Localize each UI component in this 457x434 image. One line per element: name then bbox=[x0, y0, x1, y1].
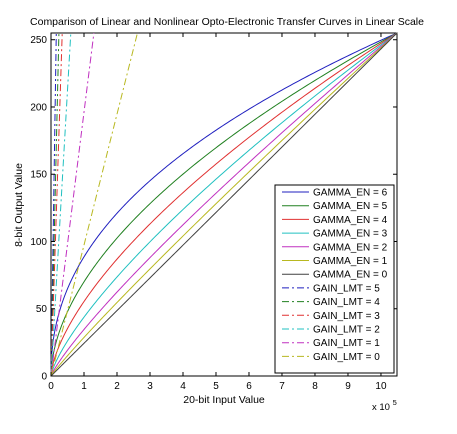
x-tick-label: 4 bbox=[180, 381, 186, 392]
x-tick-label: 0 bbox=[48, 381, 54, 392]
y-axis-label: 8-bit Output Value bbox=[13, 163, 25, 247]
legend-label: GAMMA_EN = 2 bbox=[313, 242, 388, 253]
x-tick-label: 8 bbox=[312, 381, 318, 392]
series-line-3 bbox=[50, 32, 398, 376]
legend-label: GAIN_LMT = 3 bbox=[313, 311, 380, 322]
y-tick-label: 100 bbox=[30, 237, 47, 248]
series-line-1 bbox=[50, 32, 398, 376]
legend-label: GAMMA_EN = 0 bbox=[313, 270, 388, 281]
y-tick-label: 150 bbox=[30, 170, 47, 181]
x-multiplier-base: x 10 bbox=[372, 402, 390, 413]
legend-label: GAMMA_EN = 3 bbox=[313, 229, 388, 240]
legend-label: GAMMA_EN = 5 bbox=[313, 201, 388, 212]
x-multiplier: x 10 5 bbox=[372, 398, 397, 413]
series-line-11 bbox=[50, 32, 95, 377]
x-multiplier-exponent: 5 bbox=[393, 398, 397, 407]
x-tick-label: 5 bbox=[213, 381, 219, 392]
series-line-9 bbox=[50, 32, 63, 377]
series-line-0 bbox=[50, 32, 398, 376]
y-tick-label: 0 bbox=[41, 372, 47, 383]
series-line-4 bbox=[50, 32, 398, 377]
series-layer bbox=[50, 32, 398, 377]
series-line-5 bbox=[50, 32, 398, 377]
legend-label: GAIN_LMT = 1 bbox=[313, 338, 380, 349]
series-line-7 bbox=[50, 32, 57, 377]
series-line-6 bbox=[50, 32, 398, 377]
y-tick-label: 200 bbox=[30, 102, 47, 113]
series-line-12 bbox=[50, 32, 138, 377]
x-tick-label: 6 bbox=[246, 381, 252, 392]
x-tick-label: 2 bbox=[114, 381, 120, 392]
x-tick-label: 1 bbox=[81, 381, 87, 392]
legend-label: GAMMA_EN = 6 bbox=[313, 188, 388, 199]
series-line-2 bbox=[50, 32, 398, 376]
y-tick-label: 50 bbox=[36, 304, 48, 315]
legend-label: GAIN_LMT = 0 bbox=[313, 352, 380, 363]
x-tick-label: 9 bbox=[345, 381, 351, 392]
x-tick-label: 10 bbox=[375, 381, 387, 392]
x-tick-label: 7 bbox=[279, 381, 285, 392]
x-tick-label: 3 bbox=[147, 381, 153, 392]
y-tick-label: 250 bbox=[30, 35, 47, 46]
legend: GAMMA_EN = 6 GAMMA_EN = 5 GAMMA_EN = 4 GAMM… bbox=[274, 184, 395, 374]
series-line-8 bbox=[50, 32, 60, 377]
legend-entries: GAMMA_EN = 6 GAMMA_EN = 5 GAMMA_EN = 4 GAMM… bbox=[282, 188, 388, 363]
legend-label: GAIN_LMT = 2 bbox=[313, 325, 380, 336]
legend-label: GAMMA_EN = 4 bbox=[313, 215, 388, 226]
chart-title: Comparison of Linear and Nonlinear Opto-… bbox=[30, 16, 424, 28]
legend-label: GAIN_LMT = 5 bbox=[313, 283, 380, 294]
legend-box bbox=[274, 184, 395, 374]
x-axis-label: 20-bit Input Value bbox=[183, 394, 265, 406]
series-line-10 bbox=[50, 32, 72, 377]
legend-label: GAIN_LMT = 4 bbox=[313, 297, 380, 308]
legend-label: GAMMA_EN = 1 bbox=[313, 256, 388, 267]
